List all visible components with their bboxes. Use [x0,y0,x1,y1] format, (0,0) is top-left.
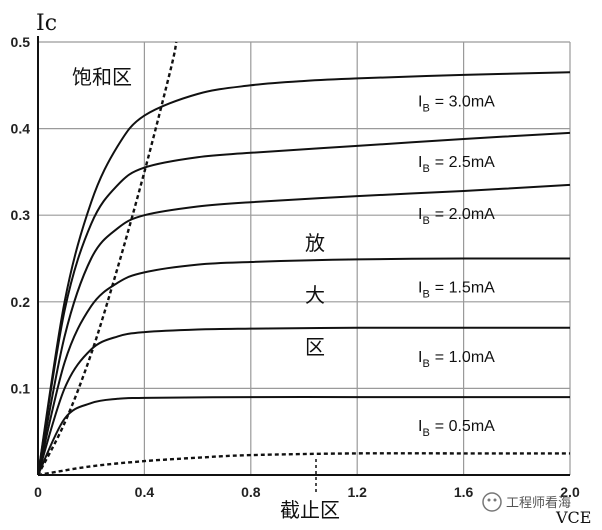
y-tick-label: 0.1 [11,380,31,396]
watermark-text: 工程师看海 [506,495,571,511]
ib-curve-4 [37,131,571,476]
ib-curve-0 [37,396,570,476]
ib-curve-3 [37,183,571,476]
x-tick-label: 0 [34,484,42,500]
curve-label-0: IB = 0.5mA [418,418,495,439]
saturation-boundary-line [36,41,178,476]
x-tick-label: 0.4 [135,484,155,500]
y-tick-label: 0.4 [11,121,31,137]
wechat-icon-dot [487,498,491,502]
x-tick-label: 0.8 [241,484,261,500]
wechat-icon-dot-2 [493,498,497,502]
saturation-region-label: 饱和区 [72,65,132,89]
tick-labels: 0 0.4 0.8 1.2 1.6 2.0 0.1 0.2 0.3 0.4 0.5 [11,34,580,500]
curve-label-3: IB = 2.0mA [418,206,495,227]
x-axis-title: VCE [555,508,591,527]
y-tick-label: 0.3 [11,207,31,223]
x-tick-label: 1.2 [347,484,367,500]
axes [37,36,570,476]
curve-label-5: IB = 3.0mA [418,93,495,114]
amplification-region-label-3: 区 [305,335,325,359]
amplification-region-label-2: 大 [305,283,325,307]
ib-curve-5 [37,71,571,476]
curve-label-2: IB = 1.5mA [418,280,495,301]
amplification-region-label-1: 放 [305,231,325,255]
curve-labels: IB = 0.5mA IB = 1.0mA IB = 1.5mA IB = 2.0mA IB = … [418,93,495,439]
ib-curve-1 [37,326,570,476]
y-tick-label: 0.5 [11,34,31,50]
cutoff-region-label: 截止区 [280,498,340,522]
curve-label-1: IB = 1.0mA [418,349,495,370]
wechat-icon [482,492,502,512]
ib-curve-2 [37,257,571,476]
x-tick-label: 2.0 [560,484,580,500]
watermark: 工程师看海 [482,492,571,512]
curves [36,41,571,477]
curve-label-4: IB = 2.5mA [418,154,495,175]
y-axis-title: Ic [36,11,57,36]
cutoff-boundary-line [37,452,570,477]
x-tick-label: 1.6 [454,484,474,500]
y-tick-label: 0.2 [11,294,31,310]
